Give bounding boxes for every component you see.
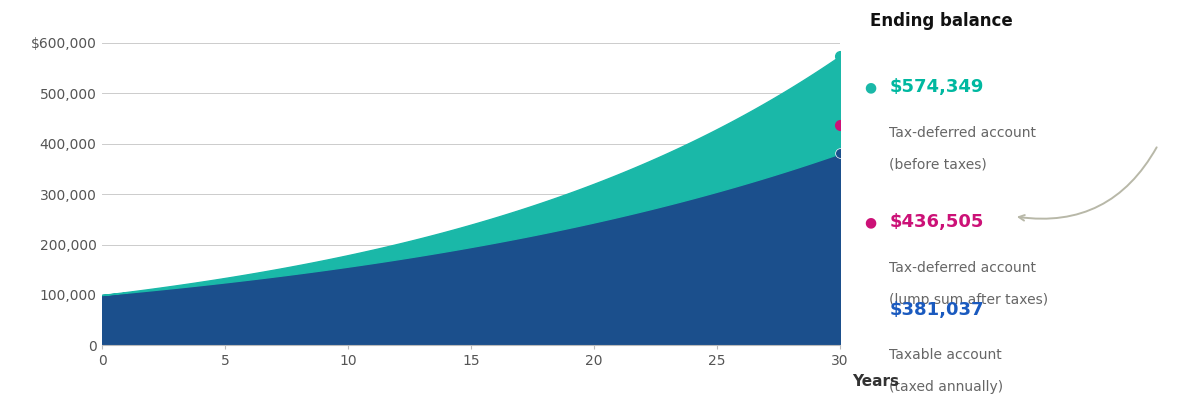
Text: Ending balance: Ending balance [870, 12, 1013, 30]
Text: Tax-deferred account: Tax-deferred account [889, 261, 1037, 275]
Text: ●: ● [864, 80, 876, 94]
Text: Tax-deferred account: Tax-deferred account [889, 126, 1037, 140]
Text: ●: ● [864, 215, 876, 229]
Text: (before taxes): (before taxes) [889, 158, 986, 172]
Text: $436,505: $436,505 [889, 213, 984, 231]
Text: (lump sum after taxes): (lump sum after taxes) [889, 293, 1049, 307]
Text: Taxable account: Taxable account [889, 348, 1002, 362]
Text: (taxed annually): (taxed annually) [889, 380, 1003, 394]
Text: $574,349: $574,349 [889, 78, 984, 96]
Text: $381,037: $381,037 [889, 301, 984, 319]
Text: Years: Years [852, 374, 899, 389]
